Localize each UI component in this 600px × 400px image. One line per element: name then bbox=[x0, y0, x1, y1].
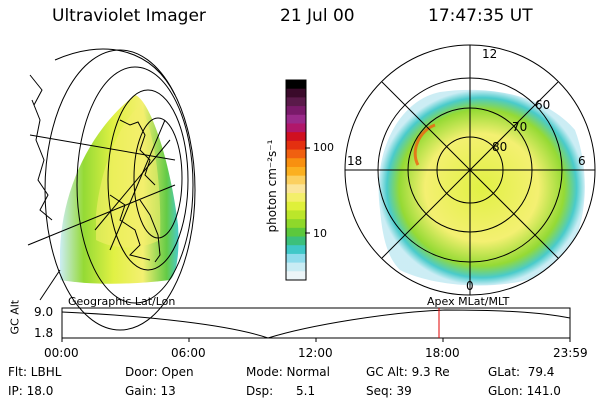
mlt-label-18: 18 bbox=[347, 154, 363, 168]
status-flt: Flt: LBHL bbox=[8, 365, 62, 379]
colorbar-swatch bbox=[286, 219, 306, 229]
colorbar-swatch bbox=[286, 123, 306, 133]
colorbar-swatch bbox=[286, 166, 306, 177]
colorbar-swatch bbox=[286, 149, 306, 159]
colorbar-swatch bbox=[286, 132, 306, 142]
mlt-label-0: 0 bbox=[466, 279, 474, 293]
colorbar-swatch bbox=[286, 88, 306, 98]
colorbar-ticks bbox=[305, 147, 310, 234]
altitude-ytick-min: 1.8 bbox=[34, 326, 54, 340]
colorbar-swatch bbox=[286, 97, 306, 107]
colorbar-swatch bbox=[286, 262, 306, 272]
colorbar-unit-label: photon cm⁻²s⁻¹ bbox=[265, 139, 279, 233]
mlat-label-60: 60 bbox=[535, 98, 551, 112]
polar-aurora-oval bbox=[378, 89, 585, 286]
colorbar-swatch bbox=[286, 184, 306, 194]
colorbar bbox=[285, 79, 307, 281]
instrument-title: Ultraviolet Imager bbox=[52, 6, 206, 26]
colorbar-swatch bbox=[286, 158, 306, 168]
colorbar-swatch bbox=[286, 227, 306, 238]
colorbar-swatch bbox=[286, 80, 306, 90]
status-mode: Mode: Normal bbox=[246, 365, 330, 379]
status-ip: IP: 18.0 bbox=[8, 384, 54, 398]
colorbar-swatch bbox=[286, 210, 306, 220]
colorbar-tick-10: 10 bbox=[313, 227, 327, 240]
colorbar-swatch bbox=[286, 245, 306, 255]
polar-panel bbox=[344, 44, 596, 296]
status-dsp-value: 5.1 bbox=[296, 384, 316, 398]
altitude-xtick-0000: 00:00 bbox=[44, 346, 79, 360]
colorbar-swatch bbox=[286, 140, 306, 151]
status-seq: Seq: 39 bbox=[366, 384, 412, 398]
colorbar-swatch bbox=[286, 175, 306, 185]
colorbar-swatch bbox=[286, 106, 306, 116]
mlat-label-70: 70 bbox=[512, 120, 528, 134]
status-gc-alt: GC Alt: 9.3 Re bbox=[366, 365, 450, 379]
colorbar-swatch bbox=[286, 236, 306, 246]
colorbar-swatch bbox=[286, 114, 306, 124]
colorbar-swatch bbox=[286, 201, 306, 211]
colorbar-swatch bbox=[286, 253, 306, 264]
status-door: Door: Open bbox=[125, 365, 194, 379]
altitude-plot bbox=[61, 307, 571, 342]
altitude-xtick-1200: 12:00 bbox=[298, 346, 333, 360]
status-glon: GLon: 141.0 bbox=[488, 384, 561, 398]
geographic-panel bbox=[27, 48, 196, 331]
left-panel-caption: Geographic Lat/Lon bbox=[68, 295, 176, 308]
observation-date: 21 Jul 00 bbox=[280, 6, 355, 26]
altitude-xtick-2359: 23:59 bbox=[553, 346, 588, 360]
mlt-label-12: 12 bbox=[482, 47, 498, 61]
colorbar-swatch bbox=[286, 193, 306, 203]
status-glat: GLat: 79.4 bbox=[488, 365, 555, 379]
altitude-xtick-0600: 06:00 bbox=[171, 346, 206, 360]
status-dsp-label: Dsp: bbox=[246, 384, 274, 398]
altitude-curve bbox=[61, 309, 571, 339]
altitude-ytick-max: 9.0 bbox=[34, 305, 54, 319]
right-panel-caption: Apex MLat/MLT bbox=[427, 295, 510, 308]
left-aurora-glow bbox=[96, 105, 161, 248]
observation-time: 17:47:35 UT bbox=[428, 6, 533, 26]
colorbar-frame bbox=[285, 79, 307, 281]
mlt-label-6: 6 bbox=[578, 154, 586, 168]
mlat-label-80: 80 bbox=[492, 140, 508, 154]
colorbar-swatch bbox=[286, 271, 306, 281]
colorbar-tick-100: 100 bbox=[313, 141, 334, 154]
status-gain: Gain: 13 bbox=[125, 384, 176, 398]
altitude-xtick-1800: 18:00 bbox=[425, 346, 460, 360]
altitude-ylabel: GC Alt bbox=[8, 299, 22, 335]
